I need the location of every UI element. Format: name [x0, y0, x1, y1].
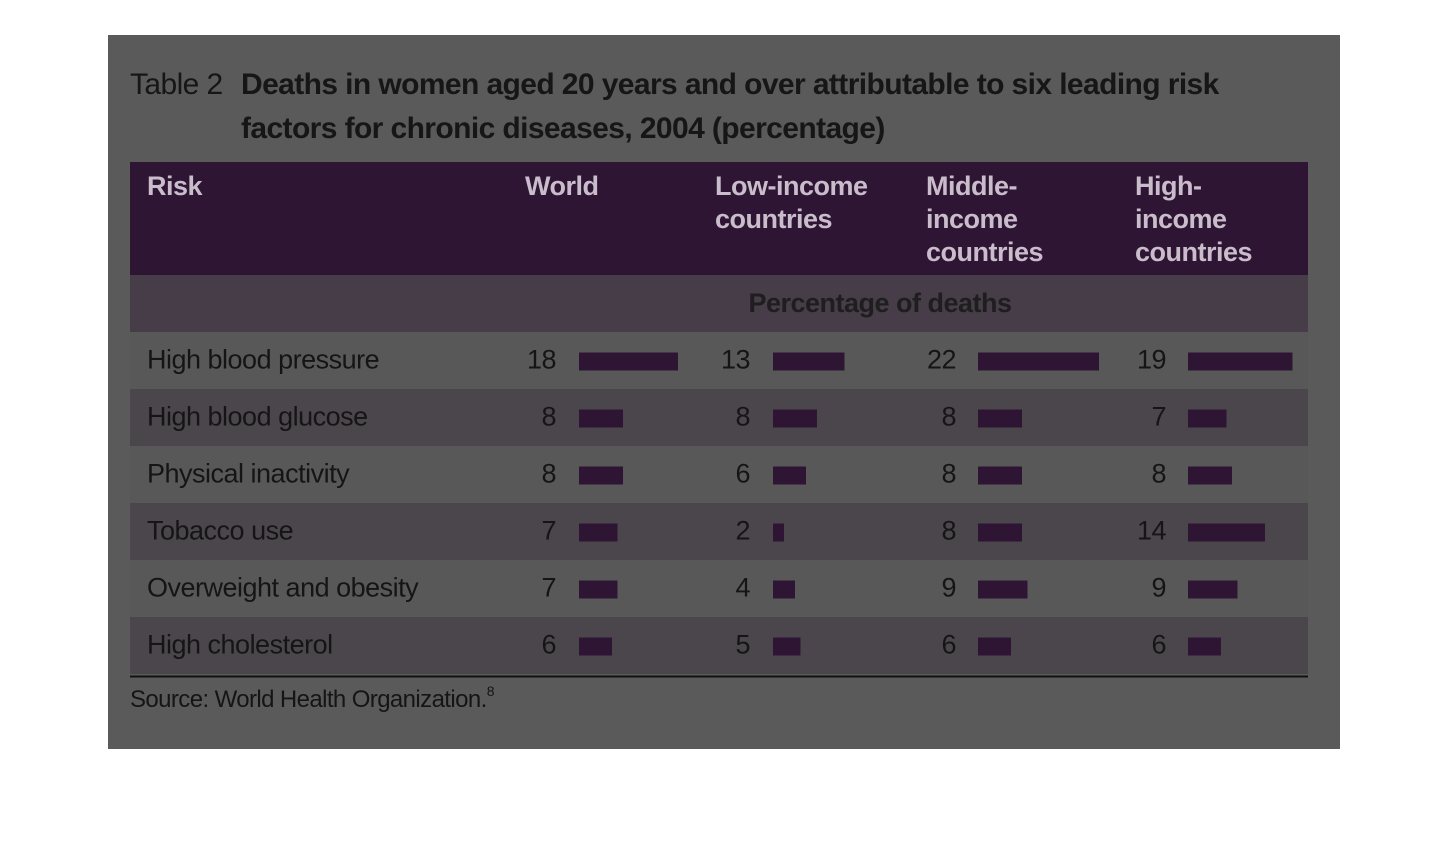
value-bar — [978, 466, 1022, 485]
source: Source: World Health Organization.8 — [130, 683, 495, 714]
value: 6 — [1151, 630, 1166, 660]
column-header: World — [525, 171, 599, 201]
column-header: income — [926, 204, 1018, 234]
value: 22 — [927, 345, 956, 375]
value: 14 — [1137, 516, 1167, 546]
value-bar — [773, 352, 845, 371]
value: 8 — [941, 402, 956, 432]
value: 13 — [721, 345, 750, 375]
value-bar — [579, 466, 623, 485]
value-bar — [773, 409, 817, 428]
risk-label: Tobacco use — [147, 516, 293, 546]
value-bar — [1188, 466, 1232, 485]
table-title: factors for chronic diseases, 2004 (perc… — [241, 112, 885, 145]
value: 8 — [941, 516, 956, 546]
value: 6 — [735, 459, 750, 489]
value: 9 — [1151, 573, 1166, 603]
value-bar — [579, 409, 623, 428]
value-bar — [978, 409, 1022, 428]
value-bar — [978, 580, 1028, 599]
risk-label: High blood glucose — [147, 402, 368, 432]
column-header: Middle- — [926, 171, 1017, 201]
value: 5 — [735, 630, 750, 660]
header-row — [130, 162, 1308, 275]
value-bar — [1188, 523, 1265, 542]
row-background — [130, 446, 1308, 503]
column-header: countries — [1135, 237, 1252, 267]
table-title: Deaths in women aged 20 years and over a… — [241, 68, 1220, 101]
column-header: Low-income — [715, 171, 868, 201]
value-bar — [1188, 352, 1293, 371]
value: 6 — [541, 630, 556, 660]
value: 7 — [541, 573, 556, 603]
value: 19 — [1137, 345, 1166, 375]
risk-label: High cholesterol — [147, 630, 333, 660]
column-header: High- — [1135, 171, 1201, 201]
value-bar — [773, 523, 784, 542]
row-background — [130, 560, 1308, 617]
risk-label: High blood pressure — [147, 345, 379, 375]
source-note: 8 — [487, 683, 495, 699]
value-bar — [978, 523, 1022, 542]
row-background — [130, 332, 1308, 389]
value: 2 — [735, 516, 750, 546]
value: 8 — [941, 459, 956, 489]
subheader-row — [130, 275, 1308, 332]
column-header: income — [1135, 204, 1227, 234]
value-bar — [1188, 580, 1238, 599]
value-bar — [773, 637, 801, 656]
value: 6 — [941, 630, 956, 660]
value-bar — [579, 523, 618, 542]
value-bar — [978, 637, 1011, 656]
value-bar — [773, 580, 795, 599]
row-background — [130, 389, 1308, 446]
value: 8 — [541, 459, 556, 489]
value-bar — [1188, 409, 1227, 428]
value: 7 — [1151, 402, 1166, 432]
value-bar — [579, 637, 612, 656]
row-background — [130, 617, 1308, 674]
value: 8 — [1151, 459, 1166, 489]
value: 7 — [541, 516, 556, 546]
value-bar — [579, 352, 678, 371]
source-text: Source: World Health Organization. — [130, 686, 487, 713]
subheader: Percentage of deaths — [748, 288, 1011, 318]
value: 8 — [541, 402, 556, 432]
value-bar — [773, 466, 806, 485]
row-background — [130, 503, 1308, 560]
value-bar — [1188, 637, 1221, 656]
column-header: countries — [926, 237, 1043, 267]
value-bar — [579, 580, 618, 599]
value: 4 — [735, 573, 750, 603]
value-bar — [978, 352, 1099, 371]
value: 8 — [735, 402, 750, 432]
risk-label: Overweight and obesity — [147, 573, 419, 603]
column-header: Risk — [147, 171, 204, 201]
column-header: countries — [715, 204, 832, 234]
risk-label: Physical inactivity — [147, 459, 350, 489]
value: 9 — [941, 573, 956, 603]
value: 18 — [527, 345, 556, 375]
table-label: Table 2 — [130, 68, 223, 101]
